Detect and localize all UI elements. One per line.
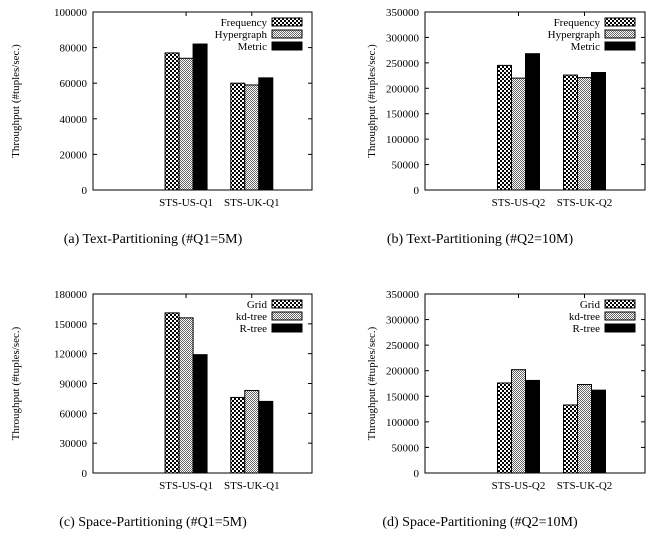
category-label: STS-US-Q2 [492,480,546,492]
y-tick-label: 50000 [392,160,420,172]
legend-label: Hypergraph [215,29,268,41]
bar [258,77,274,191]
y-tick-label: 350000 [386,7,420,19]
bar [511,369,526,474]
bar [563,404,578,474]
bar [230,82,246,191]
chart-2: 0 50000 100000 150000 200000 250000 300000 3500… [366,7,646,247]
y-tick-label: 30000 [60,438,88,450]
category-label: STS-UK-Q2 [557,480,613,492]
legend-swatch [604,41,636,51]
category-label: STS-US-Q2 [492,197,546,209]
y-axis-label: Throughput (#tuples/sec.) [10,44,22,158]
legend-label: Metric [238,41,267,53]
legend-label: kd-tree [236,311,267,323]
y-tick-label: 40000 [60,114,88,126]
y-tick-label: 350000 [386,289,420,301]
y-tick-label: 0 [82,185,88,197]
y-tick-label: 60000 [60,408,88,420]
category-label: STS-US-Q1 [159,197,213,209]
legend-swatch [604,323,636,333]
y-tick-label: 150000 [54,319,88,331]
legend-swatch [271,299,303,309]
bar [192,354,208,474]
legend-swatch [271,29,303,39]
bar [244,389,260,474]
bar [244,84,260,191]
legend-label: Grid [247,299,268,311]
y-tick-label: 0 [414,185,420,197]
y-tick-label: 200000 [386,83,420,95]
chart-4: 0 50000 100000 150000 200000 250000 300000 3500… [366,289,646,530]
y-tick-label: 90000 [60,379,88,391]
chart-caption: (c) Space-Partitioning (#Q1=5M) [59,515,247,530]
bar [497,64,512,191]
category-label: STS-UK-Q2 [557,197,613,209]
y-tick-label: 80000 [60,43,88,55]
chart-caption: (b) Text-Partitioning (#Q2=10M) [387,232,574,247]
bar [178,317,194,474]
bar [525,53,540,191]
chart-3: 0 30000 60000 90000 120000 150000 180000 Throug… [10,289,313,530]
y-tick-label: 180000 [54,289,88,301]
y-tick-label: 50000 [392,442,420,454]
y-tick-label: 150000 [386,391,420,403]
category-label: STS-UK-Q1 [224,197,280,209]
legend-swatch [604,311,636,321]
y-tick-label: 20000 [60,149,88,161]
y-tick-label: 200000 [386,366,420,378]
bar [230,396,246,474]
y-tick-label: 0 [82,468,88,480]
y-tick-label: 0 [414,468,420,480]
bar [164,312,180,474]
y-tick-label: 60000 [60,78,88,90]
category-label: STS-US-Q1 [159,480,213,492]
category-label: STS-UK-Q1 [224,480,280,492]
legend-swatch [271,41,303,51]
chart-caption: (d) Space-Partitioning (#Q2=10M) [382,515,578,530]
legend-label: Frequency [221,17,268,29]
legend-swatch [604,299,636,309]
bar [577,384,592,474]
legend-label: kd-tree [569,311,600,323]
y-tick-label: 250000 [386,58,420,70]
legend-swatch [271,323,303,333]
bar [577,77,592,191]
y-tick-label: 100000 [386,417,420,429]
bar [497,382,512,474]
bar [525,379,540,474]
legend-swatch [271,17,303,27]
legend-label: R-tree [573,323,601,335]
y-axis-label: Throughput (#tuples/sec.) [366,44,378,158]
y-axis-label: Throughput (#tuples/sec.) [10,326,22,440]
y-tick-label: 100000 [386,134,420,146]
legend-swatch [604,17,636,27]
legend-swatch [604,29,636,39]
bar [178,57,194,191]
y-tick-label: 250000 [386,340,420,352]
chart-1: 0 20000 40000 60000 80000 100000 Throughput (#… [10,7,313,247]
bar [164,52,180,191]
y-tick-label: 100000 [54,7,88,19]
bar [258,400,274,474]
bar [563,74,578,191]
legend-label: Metric [571,41,600,53]
bar [591,72,606,191]
y-axis-label: Throughput (#tuples/sec.) [366,326,378,440]
bar [192,43,208,191]
legend-label: Grid [580,299,601,311]
legend-label: Hypergraph [548,29,601,41]
bar [591,389,606,474]
legend-label: Frequency [554,17,601,29]
bar [511,77,526,191]
y-tick-label: 150000 [386,109,420,121]
y-tick-label: 300000 [386,32,420,44]
legend-swatch [271,311,303,321]
y-tick-label: 120000 [54,349,88,361]
y-tick-label: 300000 [386,315,420,327]
chart-caption: (a) Text-Partitioning (#Q1=5M) [64,232,243,247]
legend-label: R-tree [240,323,268,335]
